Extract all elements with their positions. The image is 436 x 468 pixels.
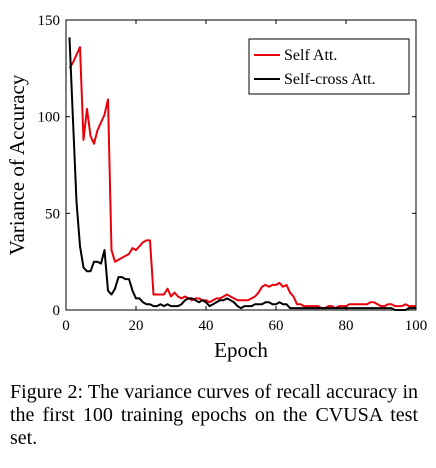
line-chart: 0 20 40 60 80 100 0 50 100 150 Epoch Variance of Ac…	[5, 13, 427, 362]
x-axis-label: Epoch	[214, 338, 268, 362]
y-axis-label: Variance of Accuracy	[5, 74, 29, 255]
series-line-1	[68, 46, 416, 310]
x-tick-label: 20	[129, 318, 144, 334]
y-tick-label: 0	[53, 303, 61, 319]
y-tick-label: 50	[45, 206, 60, 222]
figure-caption: Figure 2: The variance curves of recall …	[10, 381, 418, 449]
y-tick-label: 100	[38, 110, 61, 126]
x-tick-label: 60	[269, 318, 284, 334]
y-tick-label: 150	[38, 13, 61, 29]
series-line-2	[68, 37, 416, 311]
x-tick-label: 40	[199, 318, 214, 334]
axes-box	[65, 19, 417, 311]
legend-label-2: Self-cross Att.	[284, 71, 376, 88]
legend-box	[248, 38, 410, 95]
axes: 0 20 40 60 80 100 0 50 100 150 Epoch Variance of Ac…	[5, 13, 427, 362]
legend-label-1: Self Att.	[284, 47, 337, 64]
x-tick-label: 0	[62, 318, 70, 334]
plot-area	[68, 37, 416, 311]
x-tick-label: 80	[339, 318, 354, 334]
legend: Self Att. Self-cross Att.	[248, 38, 410, 95]
x-tick-label: 100	[405, 318, 428, 334]
